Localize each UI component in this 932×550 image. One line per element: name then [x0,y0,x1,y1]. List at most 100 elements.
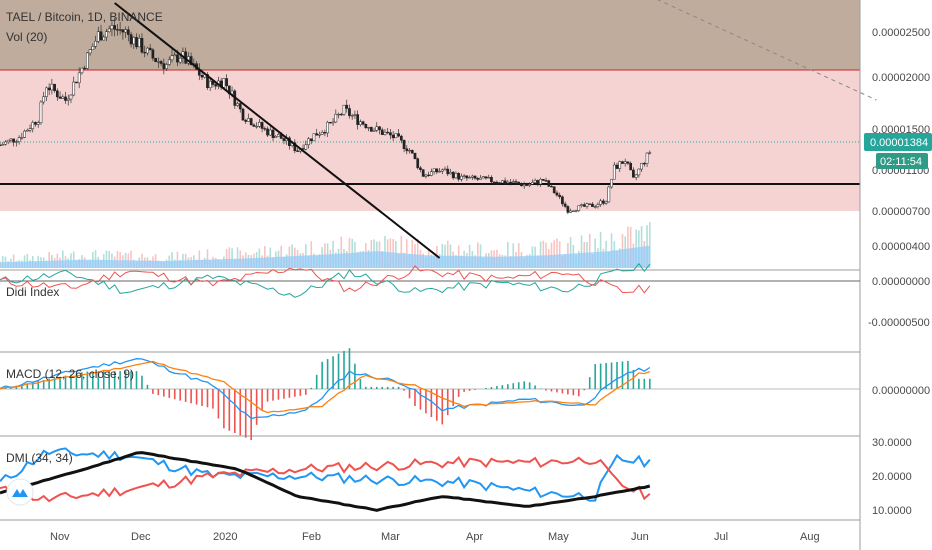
candle-body [372,129,376,132]
volume-label: Vol (20) [6,30,47,44]
macd-histogram-bar [485,387,487,389]
macd-histogram-bar [184,389,187,402]
volume-bar [48,251,50,268]
macd-histogram-bar [92,371,94,389]
axis-label: 10.0000 [872,505,912,517]
volume-bar [610,233,613,268]
candle-body [629,162,633,171]
candle-body [25,130,29,132]
candle-body [558,194,562,198]
candle-body [170,55,174,61]
dmi-pane[interactable]: DMI (34, 34) [0,447,651,512]
didi-label: Didi Index [6,285,59,299]
didi-pane[interactable]: Didi Index [0,262,860,299]
candle-body [610,178,613,188]
candle-body [378,126,381,131]
candle-body [255,125,258,128]
candle-body [520,183,523,187]
last-price-badge [864,133,932,151]
candle-body [580,204,583,206]
candle-body [154,57,157,62]
candle-body [146,47,149,54]
macd-histogram-bar [146,384,149,389]
countdown-text: 02:11:54 [880,156,922,168]
candle-body [263,128,267,130]
macd-histogram-bar [42,380,45,389]
candle-body [156,61,160,63]
candle-body [602,200,605,204]
candle-body [618,161,622,169]
price-pane[interactable]: TAEL / Bitcoin, 1D, BINANCE Vol (20) [0,0,877,268]
candle-body [544,180,548,182]
candle-body [266,128,269,136]
time-axis[interactable]: Nov Dec 2020 Feb Mar Apr May Jun Jul Aug [50,531,820,543]
candle-body [339,113,343,116]
candle-body [53,83,56,92]
macd-histogram-bar [64,375,67,389]
candle-body [28,128,32,131]
macd-histogram-bar [588,377,591,389]
candle-body [531,182,534,185]
volume-bar [446,240,449,268]
candle-body [304,144,308,150]
candle-body [634,174,638,178]
macd-histogram-bar [490,387,493,389]
candle-body [457,172,461,180]
candle-body [462,175,466,177]
candle-body [61,96,65,99]
candle-body [12,138,16,143]
macd-histogram-bar [523,381,525,389]
candle-body [645,152,649,164]
macd-histogram-bar [272,389,274,401]
volume-bar [264,246,266,268]
macd-histogram-bar [414,389,416,406]
candle-body [277,134,280,137]
candle-body [555,192,559,196]
macd-histogram-bar [577,389,580,397]
macd-pane[interactable]: MACD (12, 26, close, 9) [0,348,860,440]
macd-histogram-bar [190,389,192,404]
candle-body [94,40,97,47]
macd-histogram-bar [135,371,138,389]
macd-histogram-bar [337,353,340,389]
macd-histogram-bar [321,361,323,389]
candle-body [99,31,103,41]
macd-histogram-bar [250,389,252,440]
candle-body [476,178,480,180]
macd-histogram-bar [201,389,203,406]
candle-body [36,122,40,125]
volume-bar [588,233,591,268]
candle-body [440,169,444,172]
macd-histogram-bar [643,378,646,389]
macd-histogram-bar [545,389,547,391]
macd-histogram-bar [233,389,236,434]
macd-histogram-bar [179,389,181,401]
candle-body [165,64,168,69]
candle-body [500,180,504,184]
macd-histogram-bar [632,369,635,389]
candle-body [318,134,321,136]
candle-body [105,31,108,38]
axis-label: 0.00002500 [872,27,930,39]
volume-bar [119,252,121,268]
macd-histogram-bar [441,389,444,425]
downtrend-line[interactable] [114,2,441,259]
candle-body [274,136,278,138]
candle-body [132,37,136,45]
candle-body [451,171,455,179]
candle-body [39,101,43,123]
candle-body [547,180,551,187]
candle-body [83,67,86,70]
candle-body [596,204,600,207]
candle-body [642,163,646,165]
price-axis[interactable]: 0.00002500 0.00002000 0.00001500 0.00001… [864,27,932,517]
macd-histogram-bar [616,362,618,389]
dashed-trend-line[interactable] [628,0,877,101]
tradingview-logo-icon[interactable] [6,478,34,506]
macd-histogram-bar [627,360,629,389]
volume-bar [542,240,545,268]
candle-body [509,181,512,184]
candle-body [424,174,428,177]
candle-body [222,78,226,88]
